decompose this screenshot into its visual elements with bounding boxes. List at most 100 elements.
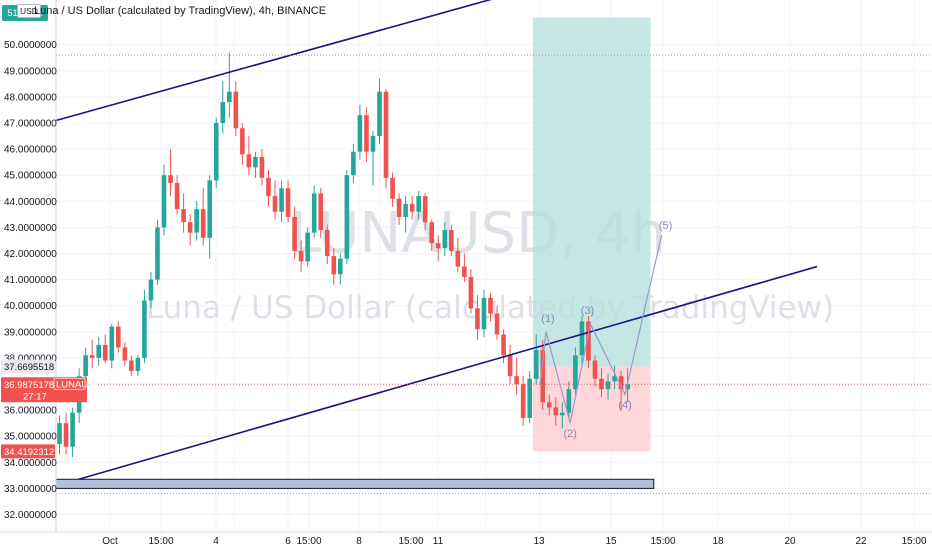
candle: [390, 172, 395, 207]
time-axis-label: 13: [533, 536, 545, 547]
candle: [396, 193, 402, 225]
candle-body: [116, 326, 121, 348]
time-axis-label: Oct: [102, 536, 118, 547]
candle-body: [109, 326, 115, 361]
target-zone[interactable]: [532, 17, 651, 367]
symbol-badge: [53, 377, 86, 390]
price-axis[interactable]: 32.0000000 33.0000000 34.0000000 35.0000000…: [0, 0, 102, 532]
last-price-badge-value: 51.: [7, 8, 20, 18]
candle-body: [174, 183, 180, 210]
candle: [63, 412, 69, 455]
elliott-waves[interactable]: (1) (2) (3) (4) (5): [539, 220, 672, 440]
candle-body: [96, 344, 102, 358]
candle: [429, 219, 435, 251]
candle-body: [586, 321, 591, 361]
candle-body: [560, 412, 565, 416]
candle: [462, 253, 467, 283]
candle-body: [481, 297, 487, 330]
candle: [586, 316, 591, 369]
candle-body: [351, 151, 356, 176]
candle-body: [364, 115, 369, 152]
candle-body: [488, 297, 493, 314]
time-axis-label: 8: [356, 536, 362, 547]
price-axis-label: 35.0000000: [4, 432, 57, 443]
candle: [599, 368, 604, 398]
candle-body: [612, 376, 617, 382]
time-axis-label: 15:00: [650, 536, 675, 547]
support-box[interactable]: [46, 478, 655, 489]
candle: [442, 222, 448, 257]
candle: [233, 81, 239, 137]
stop-price-tag-value: 34.4192312: [4, 447, 54, 458]
candle-body: [129, 360, 134, 371]
price-axis-label: 44.0000000: [4, 197, 57, 208]
wave-label: (5): [659, 220, 672, 232]
price-axis-label: 46.0000000: [4, 145, 57, 156]
candle: [422, 193, 428, 231]
candle: [370, 130, 376, 186]
channel-lower-line[interactable]: [46, 265, 818, 490]
candle: [220, 81, 226, 134]
candle-body: [403, 203, 408, 217]
candle: [592, 355, 598, 387]
candle-body: [318, 193, 324, 231]
wave-label: (3): [581, 305, 594, 317]
candle-body: [122, 347, 128, 361]
wave-label: (4): [618, 399, 631, 411]
candle: [129, 355, 134, 377]
candle-body: [148, 279, 154, 301]
time-axis-label: 15:00: [296, 536, 321, 547]
time-axis-label: 4: [213, 536, 219, 547]
time-axis[interactable]: Oct 15:00 4 6 15:00 8 15:00 11 13 15 15:00 18 20 22 15…: [0, 531, 932, 550]
time-axis-label: 15: [605, 536, 617, 547]
gray-price-tag-value: 37.6695518: [4, 362, 54, 373]
candle: [311, 185, 317, 238]
price-axis-label: 41.0000000: [4, 275, 57, 286]
price-axis-labels: 32.0000000 33.0000000 34.0000000 35.0000000…: [4, 40, 57, 521]
candle: [298, 240, 304, 272]
stop-zone[interactable]: [532, 366, 651, 452]
price-axis-label: 49.0000000: [4, 66, 57, 77]
candle-body: [233, 91, 239, 129]
candle-body: [259, 156, 265, 178]
candle: [344, 169, 350, 264]
candle: [540, 339, 546, 411]
candle: [279, 180, 284, 223]
candle-body: [599, 378, 604, 390]
candle: [96, 337, 102, 366]
candle: [168, 149, 173, 197]
candle-body: [533, 350, 539, 379]
candle: [246, 136, 252, 176]
candle-body: [89, 355, 95, 358]
wave-path[interactable]: [539, 235, 663, 424]
position-zones[interactable]: [532, 17, 651, 452]
candle: [377, 78, 382, 144]
candle-body: [272, 196, 278, 212]
candle: [383, 89, 389, 189]
candle-body: [377, 91, 382, 137]
price-axis-label: 47.0000000: [4, 119, 57, 130]
candle-body: [416, 196, 421, 212]
candle: [109, 323, 115, 369]
candle: [573, 347, 578, 395]
candle: [338, 253, 343, 285]
candle-body: [383, 91, 389, 178]
candle: [435, 235, 441, 262]
candle-body: [553, 407, 559, 416]
price-axis-label: 34.0000000: [4, 458, 57, 469]
currency-button[interactable]: USD: [17, 4, 41, 18]
candle-body: [83, 355, 88, 377]
candle: [494, 305, 500, 340]
price-axis-label: 48.0000000: [4, 92, 57, 103]
candle: [546, 394, 552, 416]
channel-upper-line[interactable]: [46, 0, 497, 124]
price-axis-label: 39.0000000: [4, 327, 57, 338]
candle: [122, 342, 128, 366]
candle: [612, 365, 617, 390]
candle-body: [357, 115, 363, 152]
candle-body: [324, 230, 330, 257]
candle: [213, 117, 219, 189]
candle: [200, 188, 206, 246]
candle: [618, 370, 624, 411]
